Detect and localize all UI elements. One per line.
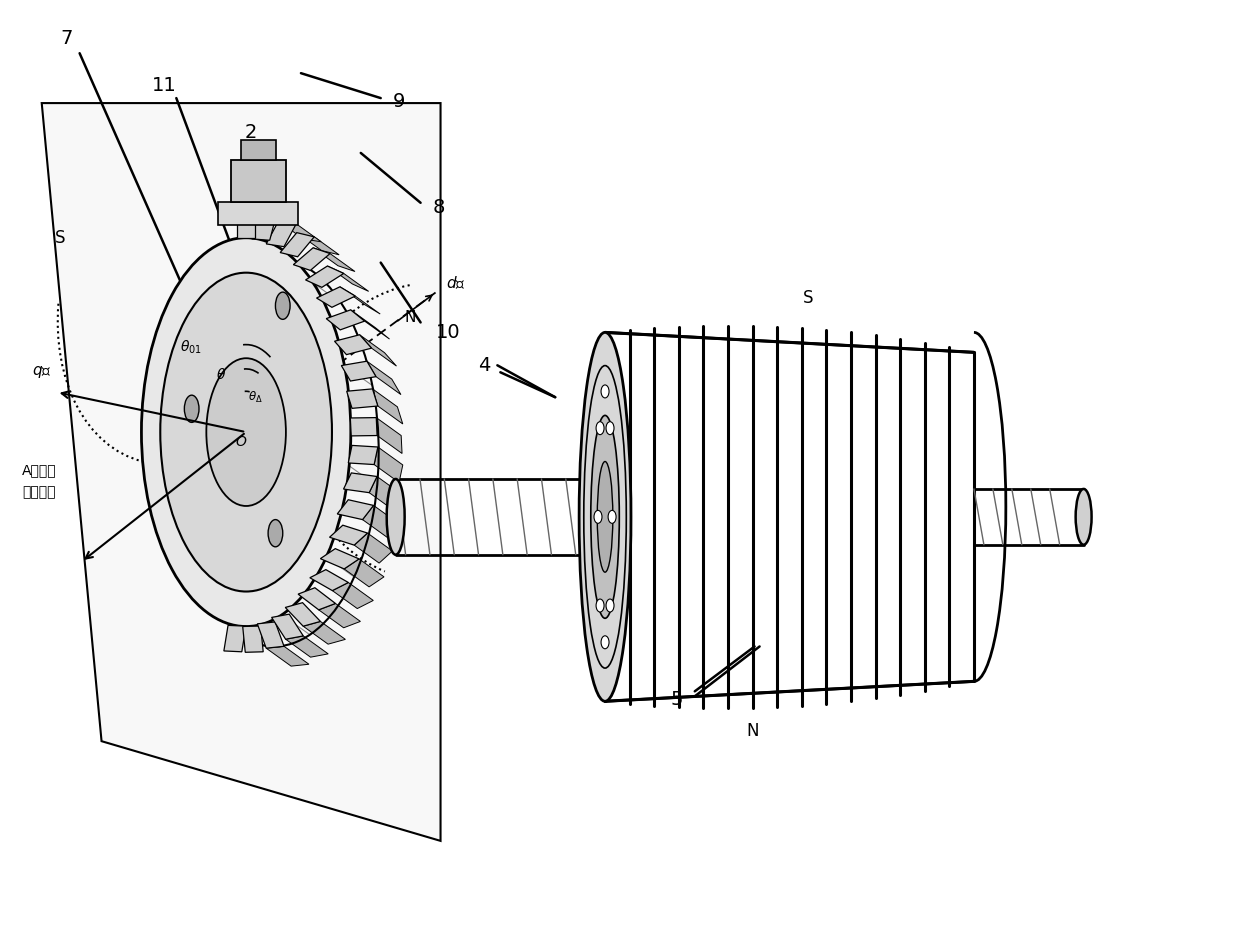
Ellipse shape — [206, 358, 286, 506]
Ellipse shape — [606, 599, 614, 612]
Text: $O$: $O$ — [234, 435, 247, 449]
Polygon shape — [341, 362, 376, 381]
Text: $\theta_{01}$: $\theta_{01}$ — [180, 338, 202, 356]
Text: 5: 5 — [671, 690, 683, 709]
Polygon shape — [231, 160, 286, 202]
Polygon shape — [312, 248, 355, 271]
Polygon shape — [42, 103, 440, 841]
Polygon shape — [316, 287, 356, 308]
Ellipse shape — [608, 511, 616, 524]
Polygon shape — [362, 505, 398, 538]
Ellipse shape — [596, 421, 604, 434]
Polygon shape — [337, 500, 373, 520]
Ellipse shape — [160, 273, 332, 592]
Polygon shape — [285, 603, 320, 626]
Text: 9: 9 — [393, 91, 405, 111]
Polygon shape — [320, 549, 360, 569]
Text: $\theta_{\Delta}$: $\theta_{\Delta}$ — [248, 390, 263, 404]
Text: 2: 2 — [246, 124, 257, 143]
Polygon shape — [237, 212, 255, 238]
Polygon shape — [335, 335, 372, 355]
Polygon shape — [351, 418, 377, 436]
Polygon shape — [224, 625, 246, 651]
Text: $q$轴: $q$轴 — [32, 364, 51, 380]
Polygon shape — [258, 622, 284, 648]
Ellipse shape — [594, 511, 601, 524]
Text: S: S — [55, 228, 64, 247]
Polygon shape — [241, 140, 277, 160]
Polygon shape — [305, 266, 343, 287]
Text: 10: 10 — [435, 322, 460, 342]
Polygon shape — [285, 636, 329, 657]
Polygon shape — [372, 389, 403, 424]
Text: $d$轴: $d$轴 — [445, 274, 465, 291]
Polygon shape — [279, 221, 321, 241]
Ellipse shape — [1075, 489, 1091, 545]
Polygon shape — [370, 476, 402, 511]
Polygon shape — [243, 626, 263, 652]
Text: N: N — [746, 722, 759, 740]
Ellipse shape — [275, 292, 290, 320]
Polygon shape — [332, 582, 373, 609]
Ellipse shape — [596, 599, 604, 612]
Polygon shape — [355, 533, 392, 563]
Text: N: N — [405, 310, 417, 325]
Text: 8: 8 — [433, 199, 445, 217]
Ellipse shape — [601, 385, 609, 398]
Polygon shape — [267, 646, 309, 666]
Polygon shape — [218, 202, 298, 225]
Text: A相轴线: A相轴线 — [22, 463, 56, 477]
Polygon shape — [345, 559, 384, 587]
Polygon shape — [360, 335, 397, 366]
Polygon shape — [296, 233, 340, 254]
Polygon shape — [272, 614, 304, 639]
Ellipse shape — [141, 238, 351, 626]
Text: 11: 11 — [153, 75, 177, 95]
Ellipse shape — [601, 636, 609, 649]
Polygon shape — [303, 622, 346, 644]
Ellipse shape — [185, 395, 198, 422]
Text: 电机定子: 电机定子 — [22, 485, 56, 499]
Polygon shape — [330, 526, 367, 545]
Polygon shape — [267, 221, 296, 247]
Ellipse shape — [579, 333, 631, 701]
Ellipse shape — [590, 416, 619, 618]
Polygon shape — [298, 588, 336, 610]
Ellipse shape — [268, 519, 283, 547]
Ellipse shape — [387, 479, 404, 555]
Text: S: S — [802, 289, 813, 307]
Polygon shape — [348, 445, 378, 464]
Polygon shape — [252, 213, 277, 240]
Polygon shape — [347, 389, 378, 408]
Polygon shape — [310, 569, 348, 591]
Polygon shape — [327, 266, 368, 292]
Polygon shape — [340, 287, 381, 314]
Ellipse shape — [606, 421, 614, 434]
Polygon shape — [367, 362, 401, 394]
Polygon shape — [326, 309, 365, 330]
Polygon shape — [374, 447, 403, 483]
Polygon shape — [319, 603, 361, 628]
Text: $\theta$: $\theta$ — [216, 367, 227, 382]
Ellipse shape — [598, 461, 613, 572]
Polygon shape — [280, 233, 314, 257]
Text: 7: 7 — [61, 29, 73, 48]
Polygon shape — [376, 418, 402, 454]
Text: 4: 4 — [477, 356, 490, 375]
Polygon shape — [294, 248, 330, 270]
Polygon shape — [351, 309, 389, 339]
Polygon shape — [343, 473, 377, 493]
